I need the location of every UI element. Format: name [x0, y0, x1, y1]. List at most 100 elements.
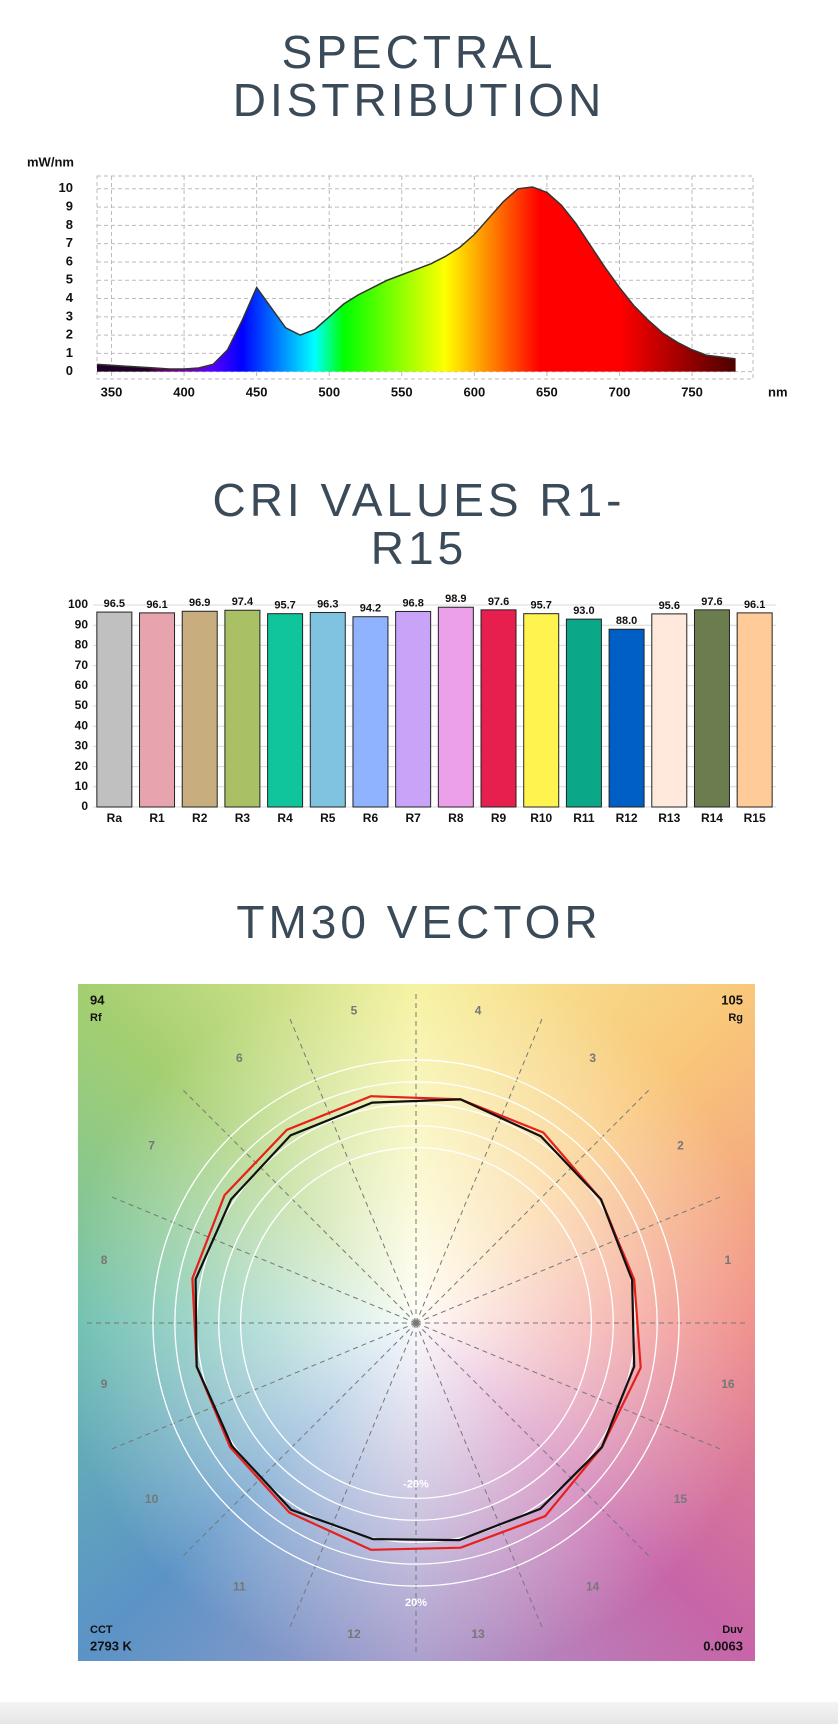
y-tick-label: 4 [66, 290, 74, 305]
spectrum-line [96, 186, 736, 370]
bar [139, 612, 176, 808]
x-tick-label: 400 [173, 384, 195, 399]
bin-label: 12 [347, 1627, 361, 1641]
section-title: CRI VALUES R1-R15 [212, 474, 626, 574]
value-label: 98.9 [445, 593, 466, 605]
x-tick-label: 550 [391, 384, 413, 399]
bar [267, 613, 304, 808]
x-tick-label: 600 [463, 384, 485, 399]
x-tick-label: R15 [744, 811, 766, 825]
x-tick-label: R14 [701, 811, 723, 825]
x-tick-label: R2 [192, 811, 208, 825]
y-tick-label: 90 [75, 617, 89, 631]
x-tick-label: R8 [448, 811, 464, 825]
value-label: 96.3 [317, 598, 338, 610]
y-tick-label: 0 [81, 799, 88, 813]
bin-label: 5 [351, 1003, 358, 1017]
annotation-label: CCT [90, 1624, 113, 1636]
bar [523, 613, 560, 808]
value-label: 96.1 [146, 599, 167, 611]
x-tick-label: Ra [107, 811, 123, 825]
bar [352, 616, 389, 808]
value-label: 95.6 [659, 600, 680, 612]
y-tick-label: 2 [66, 327, 73, 342]
y-tick-label: 1 [66, 345, 73, 360]
bin-label: 13 [471, 1627, 485, 1641]
value-label: 96.1 [744, 599, 765, 611]
y-tick-label: 30 [75, 739, 89, 753]
spoke [289, 1322, 417, 1629]
y-tick-label: 8 [66, 217, 73, 232]
spoke [415, 1322, 722, 1450]
x-tick-label: R13 [658, 811, 680, 825]
value-label: 97.6 [701, 596, 722, 608]
ring-label: 20% [405, 1597, 427, 1609]
value-label: 95.7 [531, 600, 552, 612]
bin-label: 9 [101, 1377, 108, 1391]
bar [651, 613, 688, 808]
bar [309, 611, 346, 808]
y-axis-label: mW/nm [27, 154, 74, 169]
x-tick-label: R1 [149, 811, 165, 825]
ring [239, 1146, 593, 1500]
annotation-label: Rf [90, 1012, 102, 1024]
annotation-value: 105 [721, 992, 743, 1007]
x-tick-label: 450 [246, 384, 268, 399]
bar [736, 612, 773, 808]
y-tick-label: 0 [66, 363, 73, 378]
spoke [415, 1322, 543, 1629]
x-tick-label: R7 [405, 811, 421, 825]
ring-label: -20% [403, 1478, 429, 1490]
spectrum-chart: 350 400 450 500 550 600 650 700 750 0 1 2 3 4 5 6 7 8 9 10 m… [27, 154, 788, 399]
x-tick-label: R3 [235, 811, 251, 825]
x-tick-label: 750 [681, 384, 703, 399]
value-label: 96.9 [189, 597, 210, 609]
spoke [182, 1089, 417, 1324]
spoke [110, 1196, 417, 1324]
ring [218, 1125, 614, 1521]
spoke [289, 1017, 417, 1324]
bar [480, 609, 517, 808]
annotation-label: Duv [722, 1624, 744, 1636]
bar [565, 618, 602, 808]
spectrum-area [97, 186, 736, 372]
x-axis-label: nm [768, 384, 788, 399]
bin-label: 4 [475, 1003, 482, 1017]
bin-label: 16 [721, 1377, 735, 1391]
value-label: 93.0 [573, 605, 594, 617]
bin-label: 10 [145, 1492, 159, 1506]
spoke [110, 1322, 417, 1450]
bin-label: 11 [233, 1580, 246, 1594]
bar [181, 610, 218, 808]
x-tick-label: R4 [277, 811, 293, 825]
bin-label: 6 [236, 1051, 243, 1065]
spoke [415, 1089, 650, 1324]
x-tick-label: R12 [616, 811, 638, 825]
spoke [415, 1196, 722, 1324]
cri-chart: 0 10 20 30 40 50 60 70 80 90 100 96.5 Ra 96.1 R1 96.9 R2… [68, 593, 776, 825]
x-tick-label: R11 [573, 811, 595, 825]
section-title: TM30 VECTOR [236, 896, 602, 948]
plot-frame [96, 175, 754, 380]
x-tick-label: 700 [609, 384, 631, 399]
y-tick-label: 6 [66, 253, 73, 268]
value-label: 96.8 [402, 597, 423, 609]
bin-label: 7 [148, 1139, 155, 1153]
y-tick-label: 50 [75, 698, 89, 712]
bar [608, 628, 645, 808]
bar [395, 610, 432, 808]
ring [152, 1059, 680, 1587]
annotation-value: 2793 K [90, 1638, 133, 1653]
y-tick-label: 40 [75, 718, 89, 732]
y-tick-label: 80 [75, 638, 89, 652]
x-tick-label: 350 [101, 384, 123, 399]
spoke [415, 1322, 650, 1557]
bar [96, 611, 133, 808]
y-tick-label: 70 [75, 658, 89, 672]
y-tick-label: 5 [66, 272, 73, 287]
value-label: 94.2 [360, 603, 381, 615]
bin-label: 15 [674, 1492, 688, 1506]
bar [224, 609, 261, 808]
